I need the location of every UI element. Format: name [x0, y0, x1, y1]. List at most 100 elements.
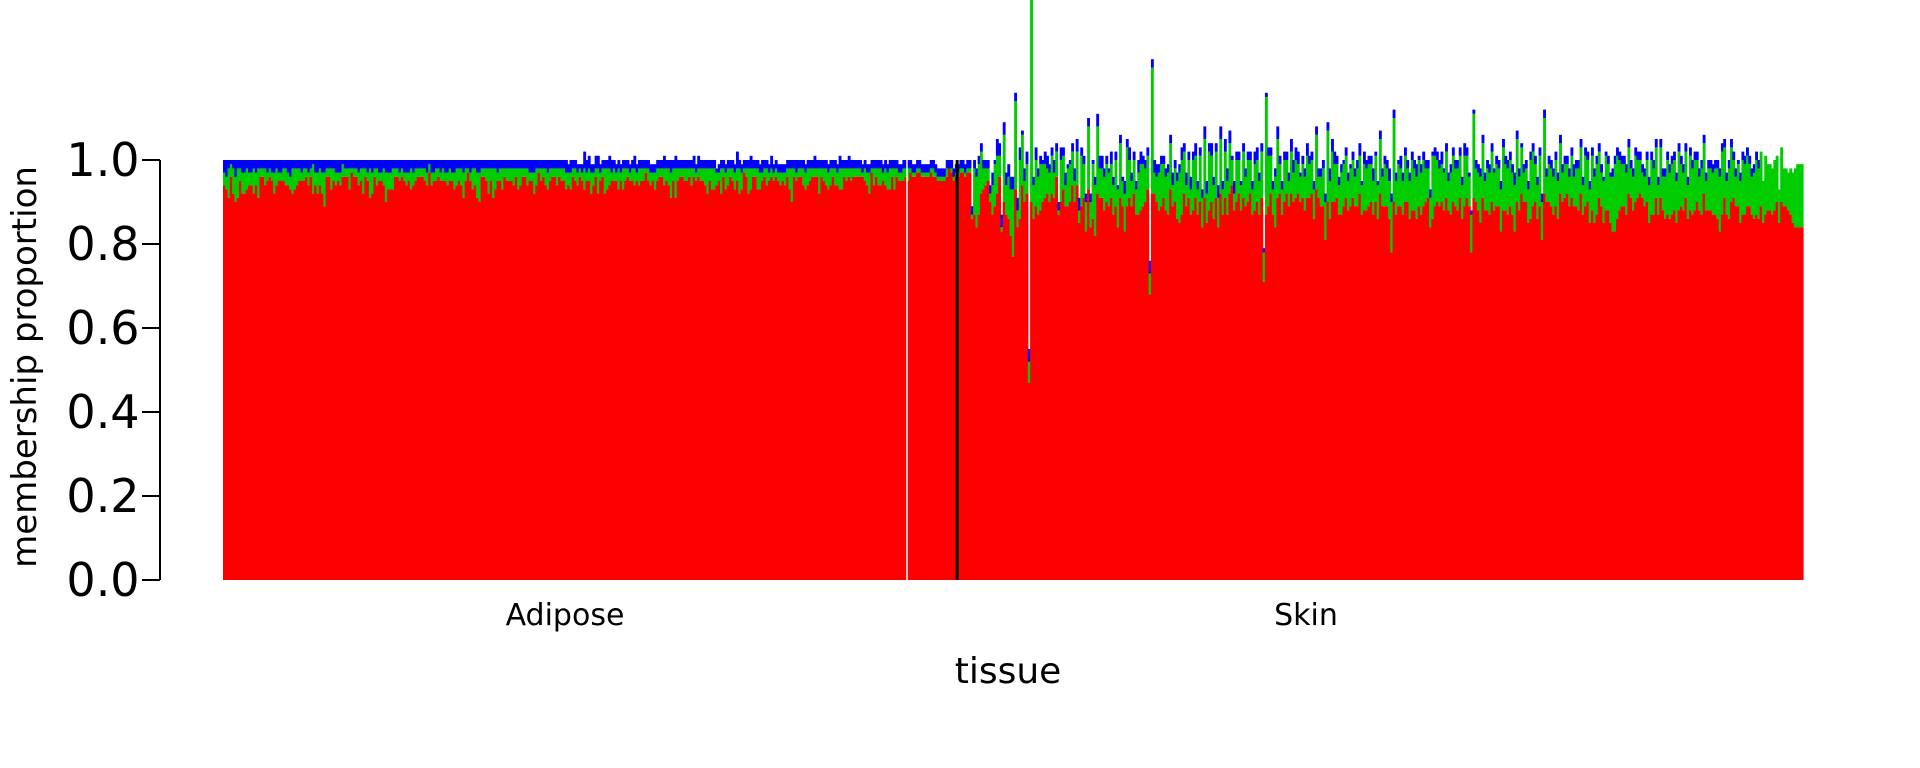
bar-segment-1: [460, 185, 463, 580]
bar-segment-2: [1182, 151, 1186, 194]
bar-segment-2: [1481, 143, 1485, 198]
bar-segment-3: [1746, 147, 1749, 156]
bar-segment-2: [1098, 168, 1102, 198]
bar-segment-1: [523, 176, 527, 581]
bar-segment-3: [906, 160, 910, 169]
bar-segment-2: [330, 168, 334, 190]
bar-segment-3: [553, 160, 557, 169]
bar-segment-1: [1650, 214, 1654, 580]
bar-segment-2: [1572, 176, 1576, 207]
bar-segment-1: [806, 185, 810, 580]
bar-segment-3: [927, 164, 931, 173]
bar-segment-1: [770, 176, 774, 581]
bar-segment-1: [1750, 214, 1754, 580]
bar-segment-2: [243, 172, 247, 194]
bar-segment-2: [715, 172, 719, 186]
bar-segment-1: [1647, 223, 1651, 580]
bar-segment-1: [1153, 193, 1157, 580]
bar-segment-2: [1739, 181, 1743, 223]
bar-segment-3: [1433, 147, 1437, 156]
bar-segment-2: [1269, 155, 1273, 194]
bar-segment-3: [713, 160, 717, 169]
bar-segment-1: [1096, 193, 1100, 580]
bar-segment-2: [1410, 160, 1414, 211]
bar-segment-3: [932, 160, 935, 169]
bar-segment-1: [1689, 210, 1692, 580]
bar-segment-1: [1023, 202, 1027, 580]
bar-segment-1: [749, 189, 753, 580]
bar-segment-3: [1481, 134, 1485, 144]
bar-segment-1: [300, 181, 304, 580]
bar-segment-2: [865, 172, 869, 186]
bar-segment-2: [1492, 172, 1496, 211]
bar-segment-1: [606, 189, 609, 580]
bar-segment-2: [767, 172, 771, 181]
bar-segment-2: [1009, 189, 1013, 236]
bar-segment-3: [1499, 181, 1503, 190]
bar-segment-1: [1780, 202, 1784, 580]
bar-segment-1: [1725, 214, 1729, 580]
bar-segment-3: [492, 160, 495, 169]
bar-segment-2: [647, 168, 650, 181]
bar-segment-1: [795, 181, 799, 580]
bar-segment-2: [1100, 168, 1104, 198]
bar-segment-1: [829, 185, 833, 580]
bar-segment-3: [1461, 176, 1464, 186]
bar-segment-3: [1479, 168, 1483, 177]
bar-segment-2: [1709, 168, 1713, 211]
bar-segment-1: [989, 202, 992, 580]
bar-segment-3: [346, 160, 349, 169]
bar-segment-1: [1422, 206, 1426, 580]
bar-segment-1: [966, 172, 970, 580]
bar-segment-2: [1406, 168, 1410, 202]
bar-segment-3: [1223, 139, 1227, 152]
bar-segment-2: [881, 172, 885, 181]
bar-segment-3: [1404, 147, 1407, 156]
bar-segment-1: [562, 181, 566, 580]
bar-segment-1: [259, 176, 263, 581]
bar-segment-3: [348, 160, 352, 169]
bar-segment-1: [387, 189, 391, 580]
bar-segment-2: [1082, 164, 1086, 198]
bar-segment-3: [1191, 151, 1195, 160]
bar-segment-2: [968, 168, 972, 173]
bar-segment-3: [478, 160, 482, 173]
bar-segment-1: [1342, 206, 1346, 580]
bar-segment-1: [1221, 214, 1225, 580]
bar-segment-1: [1588, 223, 1592, 580]
bar-segment-2: [906, 168, 910, 181]
bar-segment-3: [900, 164, 904, 173]
bar-segment-2: [1292, 172, 1296, 202]
bar-segment-1: [282, 181, 286, 580]
bar-segment-3: [248, 160, 251, 173]
bar-segment-1: [724, 189, 728, 580]
bar-segment-1: [1312, 218, 1316, 581]
bar-segment-3: [423, 160, 427, 169]
bar-segment-3: [323, 160, 327, 173]
bar-segment-1: [603, 193, 607, 580]
bar-segment-1: [446, 185, 450, 580]
bar-segment-1: [391, 189, 395, 580]
bar-segment-1: [1100, 197, 1104, 581]
bar-segment-3: [416, 160, 420, 169]
bar-segment-2: [464, 168, 468, 181]
bar-segment-2: [610, 172, 614, 181]
bar-segment-1: [437, 176, 441, 581]
bar-segment-1: [729, 176, 733, 581]
bar-segment-2: [799, 168, 803, 177]
bar-segment-1: [1777, 223, 1781, 580]
bar-segment-3: [592, 164, 596, 173]
bar-segment-2: [1353, 176, 1357, 207]
bar-segment-1: [435, 181, 438, 580]
bar-segment-2: [612, 168, 616, 181]
bar-segment-3: [815, 160, 819, 169]
bar-segment-1: [1039, 210, 1043, 580]
bar-segment-2: [856, 168, 860, 177]
bar-segment-1: [975, 227, 979, 580]
bar-segment-3: [1185, 172, 1189, 186]
bar-segment-1: [774, 176, 778, 581]
bar-segment-1: [870, 172, 874, 580]
bar-segment-2: [1419, 172, 1423, 215]
bar-segment-1: [998, 176, 1002, 581]
bar-segment-1: [1789, 214, 1793, 580]
